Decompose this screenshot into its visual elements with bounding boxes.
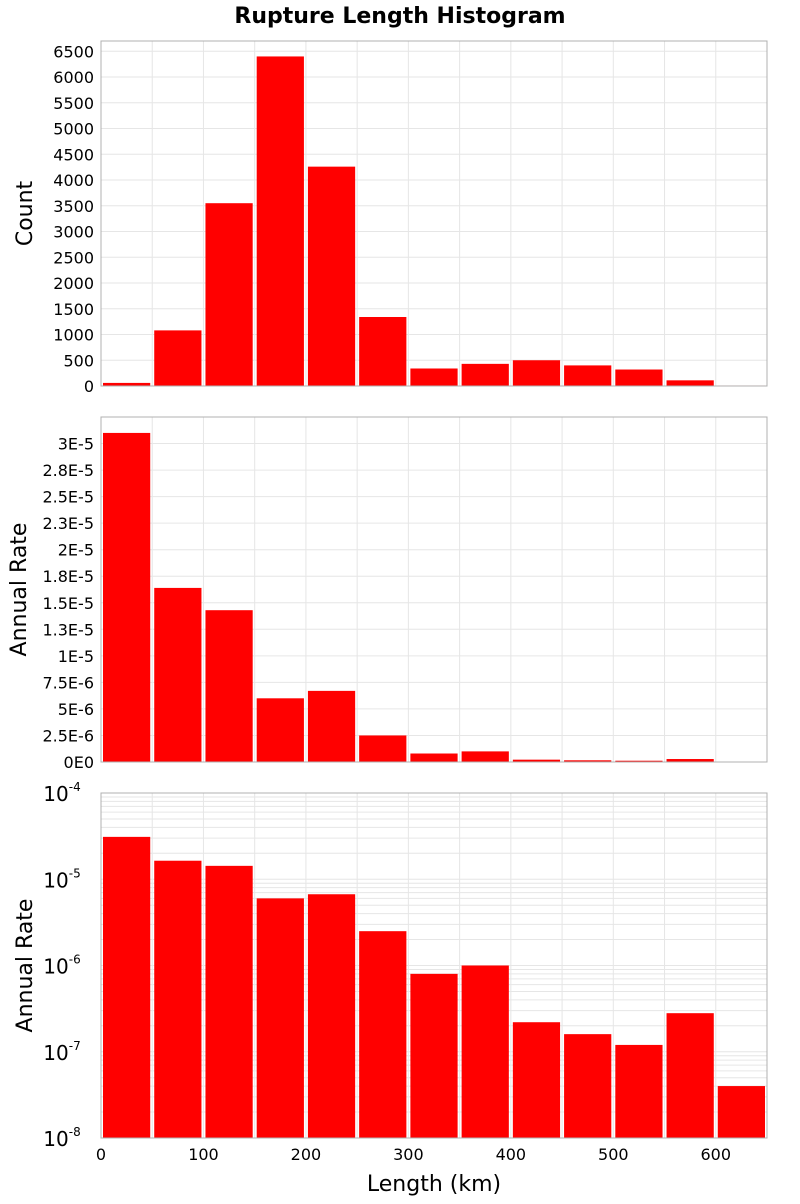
y-tick-label: 0E0 (64, 753, 94, 772)
x-tick-label: 0 (96, 1145, 106, 1164)
y-tick-label: 2500 (53, 248, 94, 267)
x-tick-label: 200 (291, 1145, 322, 1164)
y-tick-exponent: -5 (69, 866, 81, 880)
y-tick-label: 10-4 (43, 780, 80, 806)
bar (103, 837, 150, 1138)
bar (103, 433, 150, 762)
bar (154, 330, 201, 386)
bar (205, 203, 252, 386)
y-tick-label: 2E-5 (58, 541, 94, 560)
y-tick-label: 2.3E-5 (42, 514, 94, 533)
y-tick-exponent: -4 (69, 780, 81, 794)
x-tick-label: 300 (393, 1145, 424, 1164)
y-tick-label: 5000 (53, 120, 94, 139)
y-tick-label: 6000 (53, 68, 94, 87)
x-axis-label: Length (km) (367, 1172, 501, 1197)
x-tick-label: 400 (496, 1145, 527, 1164)
bar (257, 898, 304, 1138)
bar (154, 861, 201, 1138)
y-tick-base: 10 (43, 782, 68, 806)
y-tick-label: 5E-6 (58, 700, 94, 719)
y-tick-base: 10 (43, 1127, 68, 1151)
bar (410, 368, 457, 386)
bar (615, 370, 662, 386)
y-tick-label: 2.5E-5 (42, 488, 94, 507)
y-tick-exponent: -6 (69, 953, 81, 967)
y-tick-base: 10 (43, 955, 68, 979)
bar (359, 317, 406, 386)
bar (359, 735, 406, 762)
bar (410, 974, 457, 1138)
y-tick-base: 10 (43, 1041, 68, 1065)
bar (257, 698, 304, 762)
y-tick-label: 4500 (53, 145, 94, 164)
bar (308, 167, 355, 386)
bar (667, 1013, 714, 1138)
bar (462, 751, 509, 762)
bar (615, 1045, 662, 1138)
y-tick-label: 500 (63, 351, 94, 370)
y-tick-label: 7.5E-6 (42, 673, 94, 692)
bar (308, 691, 355, 762)
y-axis-label: Count (13, 180, 38, 246)
bar (154, 588, 201, 762)
y-tick-label: 10-6 (43, 953, 80, 979)
y-tick-label: 2.5E-6 (42, 726, 94, 745)
y-axis-label: Annual Rate (7, 523, 32, 657)
y-tick-label: 3E-5 (58, 435, 94, 454)
bar (205, 866, 252, 1138)
bar (564, 365, 611, 386)
y-tick-label: 2.8E-5 (42, 461, 94, 480)
y-tick-label: 4000 (53, 171, 94, 190)
y-tick-exponent: -7 (69, 1039, 81, 1053)
bar (462, 364, 509, 386)
x-tick-label: 100 (188, 1145, 219, 1164)
y-tick-label: 10-8 (43, 1125, 80, 1151)
x-tick-label: 500 (598, 1145, 629, 1164)
y-tick-label: 2000 (53, 274, 94, 293)
panel-1: 0 500 1000 1500 2000 2500 3000 3500 4000 4500 5000… (13, 41, 767, 396)
bar (667, 380, 714, 386)
chart-title: Rupture Length Histogram (234, 4, 565, 29)
y-tick-label: 5500 (53, 94, 94, 113)
y-tick-label: 1.3E-5 (42, 620, 94, 639)
x-tick-label: 600 (700, 1145, 731, 1164)
y-tick-label: 1.5E-5 (42, 594, 94, 613)
bar (205, 610, 252, 762)
bar (718, 1086, 765, 1138)
y-tick-exponent: -8 (69, 1125, 81, 1139)
panel-2: 0E0 2.5E-6 5E-6 7.5E-6 1E-5 1.3E-5 1.5E-5 1.8E-… (7, 417, 767, 772)
bar (462, 966, 509, 1139)
y-tick-label: 1500 (53, 300, 94, 319)
bar (410, 754, 457, 762)
y-tick-label: 6500 (53, 42, 94, 61)
y-tick-label: 10-7 (43, 1039, 80, 1065)
y-tick-label: 1.8E-5 (42, 567, 94, 586)
bar (513, 1022, 560, 1138)
bar (513, 360, 560, 386)
bar (564, 1034, 611, 1138)
y-axis-label: Annual Rate (13, 899, 38, 1033)
bar (257, 56, 304, 386)
bar (359, 931, 406, 1138)
y-tick-label: 10-5 (43, 866, 80, 892)
y-tick-base: 10 (43, 868, 68, 892)
y-tick-label: 1000 (53, 326, 94, 345)
bar (308, 894, 355, 1138)
y-tick-label: 0 (84, 377, 94, 396)
y-tick-label: 3500 (53, 197, 94, 216)
y-tick-label: 1E-5 (58, 647, 94, 666)
y-tick-label: 3000 (53, 223, 94, 242)
